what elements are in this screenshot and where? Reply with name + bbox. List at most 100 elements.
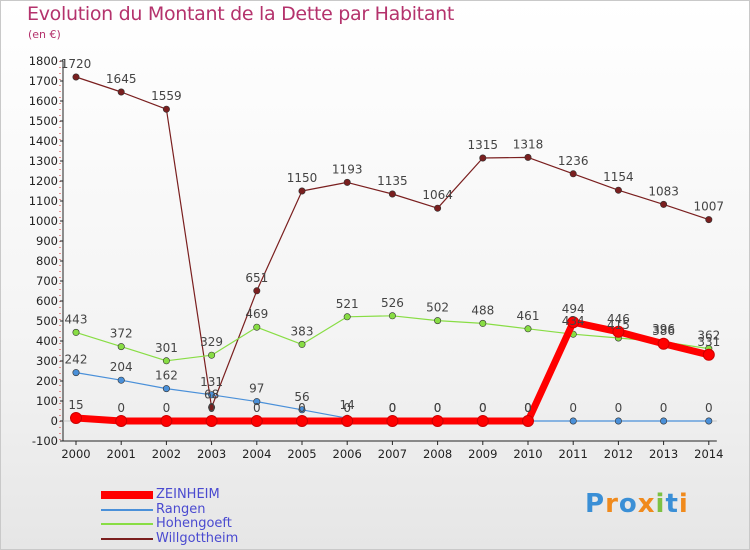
data-label-zeinheim: 0 — [343, 401, 351, 415]
data-point-hohengoeft — [388, 312, 396, 320]
y-tick-label: -100 — [32, 434, 58, 448]
x-tick-label: 2003 — [197, 447, 226, 461]
data-label-willgottheim: 1150 — [287, 171, 318, 185]
data-point-willgottheim — [660, 200, 668, 208]
x-tick-label: 2002 — [152, 447, 181, 461]
data-point-hohengoeft — [479, 319, 487, 327]
data-label-rangen: 0 — [569, 401, 577, 415]
data-point-zeinheim — [476, 415, 489, 427]
data-label-zeinheim: 0 — [208, 401, 216, 415]
data-label-rangen: 0 — [660, 401, 668, 415]
data-label-willgottheim: 1193 — [332, 162, 363, 176]
x-tick-label: 2006 — [333, 447, 362, 461]
data-label-hohengoeft: 461 — [517, 309, 540, 323]
data-point-willgottheim — [614, 186, 622, 194]
data-point-zeinheim — [386, 415, 399, 427]
data-point-willgottheim — [117, 88, 125, 96]
y-tick-label: 900 — [36, 234, 58, 248]
data-point-willgottheim — [524, 153, 532, 161]
legend-swatch-zeinheim — [101, 491, 153, 500]
y-tick-label: 1800 — [29, 54, 58, 68]
data-label-willgottheim: 68 — [204, 387, 219, 401]
data-label-willgottheim: 1135 — [377, 174, 408, 188]
data-label-willgottheim: 1315 — [468, 138, 499, 152]
data-point-zeinheim — [567, 316, 580, 329]
x-tick-label: 2012 — [604, 447, 633, 461]
data-label-hohengoeft: 526 — [381, 296, 404, 310]
data-point-willgottheim — [72, 73, 80, 81]
y-tick-label: 100 — [36, 394, 58, 408]
data-label-willgottheim: 1559 — [151, 89, 182, 103]
y-tick-label: 1000 — [29, 214, 58, 228]
proxiti-logo: Proxiti — [585, 489, 689, 519]
data-label-rangen: 204 — [110, 360, 133, 374]
data-label-rangen: 162 — [155, 369, 178, 383]
legend-label-hohengoeft: Hohengoeft — [156, 516, 232, 531]
data-point-hohengoeft — [162, 357, 170, 365]
data-label-willgottheim: 1083 — [648, 184, 679, 198]
data-label-rangen: 0 — [705, 401, 713, 415]
x-tick-label: 2001 — [107, 447, 136, 461]
data-point-rangen — [162, 385, 170, 393]
x-tick-label: 2011 — [559, 447, 588, 461]
data-label-willgottheim: 1318 — [513, 137, 544, 151]
logo-letter: o — [618, 489, 638, 519]
data-label-hohengoeft: 396 — [652, 322, 675, 336]
series-line-willgottheim — [75, 76, 709, 408]
x-tick-label: 2008 — [423, 447, 452, 461]
data-point-rangen — [208, 391, 216, 399]
legend-label-rangen: Rangen — [156, 501, 206, 517]
data-point-willgottheim — [705, 216, 713, 224]
data-point-rangen — [117, 376, 125, 384]
y-tick-label: 1200 — [29, 174, 58, 188]
data-point-rangen — [298, 406, 306, 414]
data-label-zeinheim: 15 — [68, 398, 83, 412]
logo-letter: x — [637, 489, 656, 519]
data-label-hohengoeft: 488 — [471, 303, 494, 317]
data-point-hohengoeft — [72, 328, 80, 336]
data-label-zeinheim: 386 — [652, 324, 675, 338]
data-label-zeinheim: 331 — [697, 335, 720, 349]
data-label-rangen: 0 — [479, 401, 487, 415]
data-point-hohengoeft — [298, 340, 306, 348]
data-label-zeinheim: 0 — [524, 401, 532, 415]
data-point-zeinheim — [522, 415, 534, 427]
data-label-willgottheim: 1645 — [106, 72, 137, 86]
data-point-zeinheim — [341, 415, 354, 427]
x-tick-label: 2013 — [649, 447, 678, 461]
legend-swatch-rangen — [101, 508, 153, 511]
data-label-hohengoeft: 383 — [291, 324, 314, 338]
data-label-rangen: 14 — [340, 398, 355, 412]
logo-letter: i — [655, 489, 666, 519]
data-point-willgottheim — [388, 190, 396, 198]
data-label-zeinheim: 0 — [298, 401, 306, 415]
data-point-zeinheim — [431, 415, 444, 427]
data-point-hohengoeft — [117, 343, 125, 351]
x-tick-label: 2000 — [61, 447, 90, 461]
data-point-willgottheim — [208, 403, 216, 411]
data-label-rangen: 0 — [389, 401, 397, 415]
data-point-zeinheim — [115, 415, 128, 427]
data-label-zeinheim: 0 — [389, 401, 397, 415]
data-label-willgottheim: 1064 — [422, 188, 453, 202]
data-label-hohengoeft: 329 — [200, 335, 223, 349]
data-point-zeinheim — [296, 415, 308, 427]
data-label-hohengoeft: 362 — [697, 329, 720, 343]
data-point-zeinheim — [657, 337, 670, 350]
data-point-zeinheim — [612, 325, 625, 338]
data-label-willgottheim: 651 — [245, 271, 268, 285]
data-label-zeinheim: 494 — [562, 302, 585, 316]
data-label-zeinheim: 0 — [253, 401, 261, 415]
data-point-willgottheim — [253, 287, 261, 295]
data-label-rangen: 0 — [615, 401, 623, 415]
y-tick-label: 400 — [36, 334, 58, 348]
data-label-zeinheim: 446 — [607, 312, 630, 326]
data-point-zeinheim — [205, 415, 218, 427]
data-label-hohengoeft: 521 — [336, 297, 359, 311]
data-point-hohengoeft — [343, 313, 351, 321]
x-tick-label: 2010 — [513, 447, 542, 461]
y-tick-label: 500 — [36, 314, 58, 328]
logo-letter: t — [665, 489, 679, 519]
data-label-hohengoeft: 469 — [245, 307, 268, 321]
